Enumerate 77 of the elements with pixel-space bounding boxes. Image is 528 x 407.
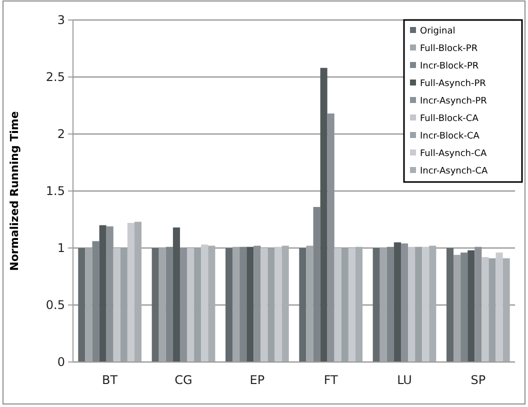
y-tick-label: 0 (57, 354, 65, 369)
bar (85, 248, 92, 362)
bar (225, 248, 233, 362)
bar (355, 246, 363, 362)
legend-label: Incr-Block-CA (420, 132, 480, 142)
bar (208, 246, 216, 362)
bar (460, 252, 468, 362)
bar (454, 254, 461, 362)
legend-label: Incr-Asynch-PR (420, 96, 487, 106)
bar (386, 246, 394, 362)
bar (113, 248, 120, 362)
bar (246, 246, 254, 362)
legend-label: Original (420, 26, 456, 36)
legend-label: Incr-Asynch-CA (420, 166, 489, 176)
x-tick-label: SP (470, 373, 486, 388)
bar (320, 68, 328, 362)
bar (268, 248, 275, 362)
bar (372, 248, 380, 362)
bar (380, 248, 387, 362)
x-tick-label: CG (174, 373, 192, 388)
bar (92, 241, 100, 362)
bar (120, 248, 128, 362)
bar (187, 248, 194, 362)
bar (482, 257, 489, 362)
bar (446, 248, 454, 362)
bar (127, 222, 134, 362)
x-tick-label: EP (250, 373, 265, 388)
bar (260, 248, 268, 362)
bar (306, 246, 314, 362)
x-tick-label: FT (324, 373, 339, 388)
bar (99, 225, 106, 362)
bar (415, 246, 422, 362)
bar (134, 222, 142, 362)
bar (158, 248, 166, 362)
bar (78, 248, 86, 362)
x-tick-label: BT (102, 373, 118, 388)
bar (327, 113, 334, 362)
bar (341, 248, 348, 362)
bar (348, 248, 356, 362)
bar (152, 248, 159, 362)
y-tick-label: 1.5 (46, 184, 65, 198)
bar (274, 246, 282, 362)
bar (254, 246, 261, 362)
bar (334, 248, 342, 362)
legend-label: Incr-Block-PR (420, 62, 479, 72)
bar (232, 246, 240, 362)
bar (313, 206, 320, 362)
bar (496, 252, 503, 362)
legend-label: Full-Block-CA (420, 114, 480, 124)
bar (240, 246, 247, 362)
bar (299, 248, 306, 362)
legend-label: Full-Asynch-CA (420, 149, 488, 159)
bar (474, 246, 482, 362)
bar (172, 227, 180, 362)
bar (502, 258, 510, 362)
bar (422, 246, 430, 362)
bar (106, 226, 114, 362)
y-tick-label: 2 (57, 126, 65, 141)
legend-label: Full-Asynch-PR (420, 79, 486, 89)
bar (468, 250, 475, 362)
y-tick-label: 0.5 (46, 298, 65, 312)
legend-label: Full-Block-PR (420, 44, 478, 54)
bar (166, 246, 173, 362)
bar (394, 242, 401, 362)
bar (488, 258, 496, 362)
bar (201, 244, 208, 362)
bar (408, 246, 416, 362)
bar (400, 243, 408, 362)
y-axis-title: Normalized Running Time (8, 111, 21, 271)
bar (194, 248, 202, 362)
y-tick-label: 2.5 (46, 70, 65, 84)
bar (282, 246, 289, 362)
x-tick-label: LU (397, 373, 412, 388)
bar (429, 246, 436, 362)
y-tick-label: 1 (57, 240, 65, 255)
bar (180, 248, 188, 362)
y-tick-label: 3 (57, 12, 65, 27)
